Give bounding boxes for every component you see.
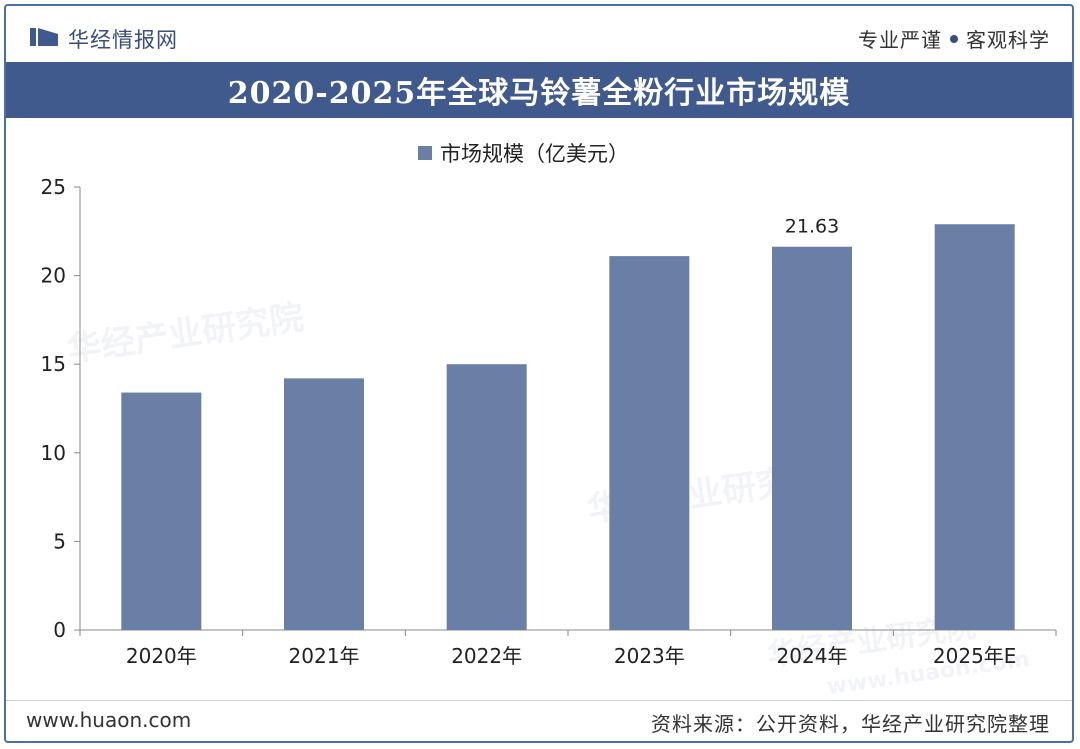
x-tick-label: 2021年 [289, 644, 360, 668]
y-tick-label: 10 [41, 441, 66, 465]
slogan-right: 客观科学 [966, 28, 1050, 52]
chart-title: 2020-2025年全球马铃薯全粉行业市场规模 [227, 76, 851, 111]
data-label: 21.63 [785, 216, 839, 238]
y-tick-label: 5 [53, 529, 66, 553]
bar [772, 246, 852, 630]
footer: www.huaon.com 资料来源：公开资料，华经产业研究院整理 [6, 700, 1072, 741]
slogan: 专业严谨 客观科学 [858, 24, 1050, 53]
chart-legend: 市场规模（亿美元） [418, 138, 629, 168]
y-tick-label: 0 [53, 618, 66, 642]
footer-site: www.huaon.com [26, 708, 192, 732]
bar [121, 392, 202, 630]
x-tick-label: 2024年 [777, 644, 848, 668]
x-tick-label: 2025年E [933, 644, 1017, 668]
legend-label: 市场规模（亿美元） [440, 142, 629, 166]
chart-frame: 华经情报网 专业严谨 客观科学 2020-2025年全球马铃薯全粉行业市场规模 … [4, 4, 1074, 743]
y-tick-label: 20 [41, 264, 66, 288]
x-tick-label: 2022年 [451, 644, 522, 668]
x-tick-label: 2020年 [126, 644, 197, 668]
bar [284, 378, 364, 630]
slogan-left: 专业严谨 [858, 28, 942, 52]
y-tick-label: 15 [41, 352, 66, 376]
footer-source: 资料来源：公开资料，华经产业研究院整理 [651, 712, 1050, 736]
brand-name: 华经情报网 [68, 28, 178, 52]
bar [446, 364, 527, 630]
bar [934, 224, 1015, 630]
bar-chart: 0 5 10 15 20 25 2020年 2021年 2022年 2023年 2024年 21.63… [41, 175, 1057, 668]
bullet-dot-icon [950, 34, 958, 43]
huajing-logo-icon [30, 28, 58, 46]
x-tick-label: 2023年 [614, 644, 685, 668]
bar [609, 256, 690, 630]
y-tick-label: 25 [41, 175, 66, 199]
legend-swatch [418, 146, 432, 160]
top-bar: 华经情报网 专业严谨 客观科学 [6, 6, 1072, 62]
title-banner: 2020-2025年全球马铃薯全粉行业市场规模 [6, 62, 1072, 118]
